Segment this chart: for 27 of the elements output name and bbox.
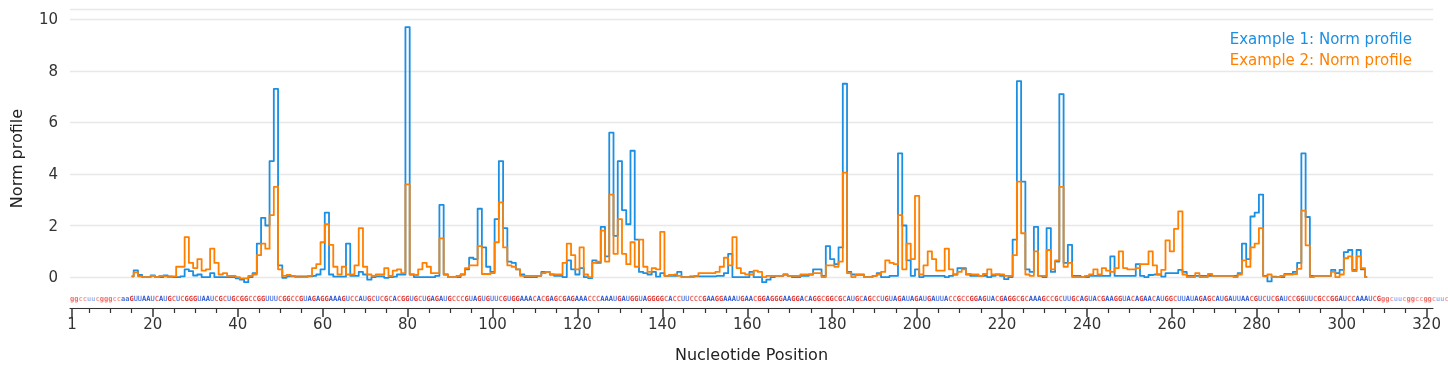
x-tick-label: 280	[1242, 314, 1272, 333]
y-tick-label: 6	[48, 113, 58, 132]
x-tick-label: 1	[67, 314, 77, 333]
x-tick-label: 320	[1412, 314, 1441, 333]
x-tick-label: 220	[987, 314, 1017, 333]
x-tick-label: 80	[398, 314, 418, 333]
x-tick-label: 240	[1072, 314, 1102, 333]
y-tick-label: 4	[48, 164, 58, 183]
y-tick-label: 2	[48, 216, 58, 235]
x-tick-label: 300	[1327, 314, 1357, 333]
x-tick-label: 180	[817, 314, 847, 333]
x-tick-label: 60	[313, 314, 333, 333]
text: Example 2: Norm profile	[1229, 50, 1412, 69]
x-axis-title: Nucleotide Position	[674, 344, 829, 364]
x-tick-label: 200	[902, 314, 932, 333]
x-tick-label: 20	[143, 314, 163, 333]
x-tick-label: 140	[648, 314, 677, 333]
text: Example 1: Norm profile	[1229, 29, 1412, 48]
x-tick-label: 100	[478, 314, 507, 333]
y-axis-title: Norm profile	[6, 108, 26, 209]
x-tick-label: 120	[563, 314, 592, 333]
y-tick-label: 8	[48, 61, 58, 80]
x-tick-label: 40	[228, 314, 248, 333]
y-tick-label: 0	[48, 268, 58, 287]
y-tick-label: 10	[38, 10, 58, 29]
x-tick-label: 260	[1157, 314, 1187, 333]
x-tick-label: 160	[732, 314, 762, 333]
